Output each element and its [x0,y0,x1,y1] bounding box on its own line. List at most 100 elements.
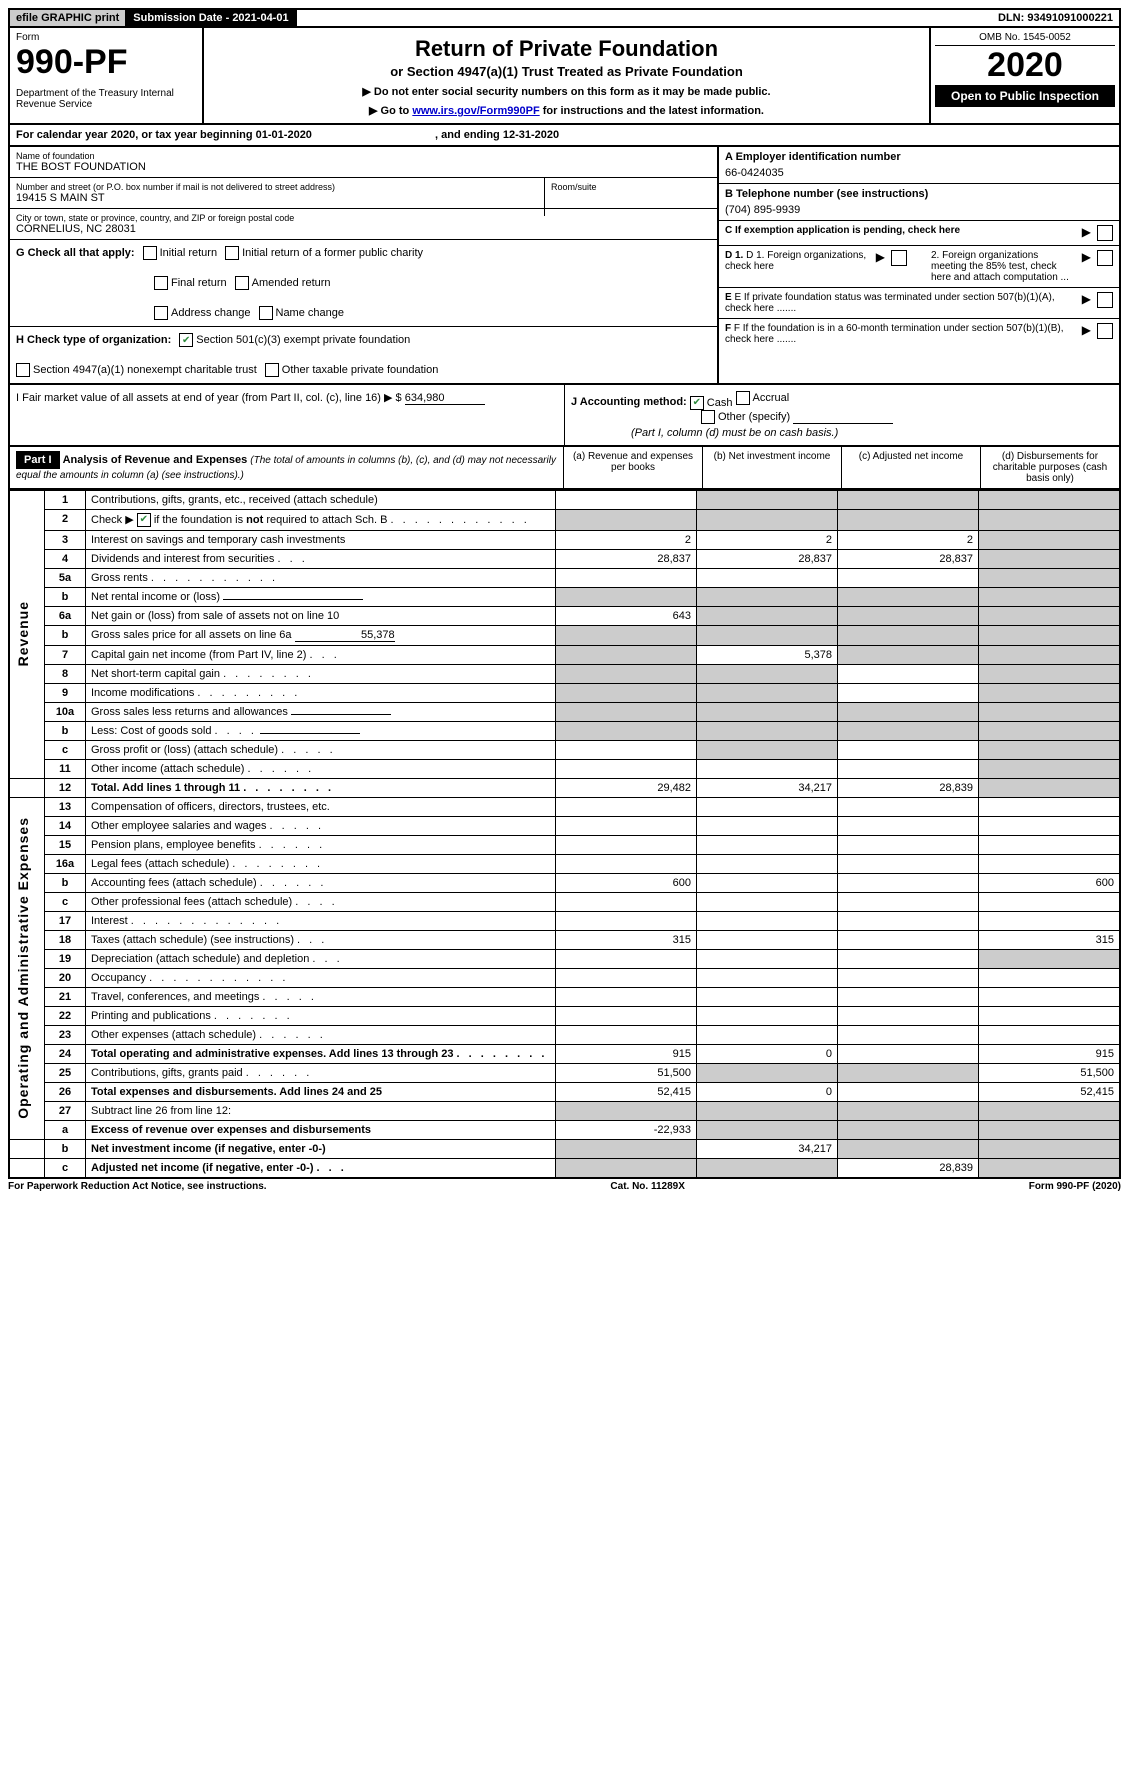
table-row: 16aLegal fees (attach schedule) . . . . … [9,854,1120,873]
note2-post: for instructions and the latest informat… [540,105,764,117]
table-row: cGross profit or (loss) (attach schedule… [9,740,1120,759]
chk-d2[interactable] [1097,250,1113,266]
table-row: 9Income modifications . . . . . . . . . [9,683,1120,702]
submission-date: Submission Date - 2021-04-01 [127,10,296,26]
chk-initial-former[interactable]: Initial return of a former public charit… [225,246,423,260]
table-row: 22Printing and publications . . . . . . … [9,1006,1120,1025]
ein-label: A Employer identification number [725,151,1113,163]
chk-name-change[interactable]: Name change [259,306,345,320]
footer-mid: Cat. No. 11289X [610,1181,684,1192]
col-a-head: (a) Revenue and expenses per books [563,447,702,488]
col-b-head: (b) Net investment income [702,447,841,488]
arrow-icon: ▶ [1082,225,1091,239]
table-row: 10aGross sales less returns and allowanc… [9,702,1120,721]
i-label: I Fair market value of all assets at end… [16,392,402,404]
form-header: Form 990-PF Department of the Treasury I… [8,28,1121,125]
table-row: 18Taxes (attach schedule) (see instructi… [9,930,1120,949]
table-row: bNet investment income (if negative, ent… [9,1139,1120,1158]
h-section: H Check type of organization: Section 50… [10,327,717,383]
chk-e[interactable] [1097,292,1113,308]
table-row: 2 Check ▶ if the foundation is not requi… [9,509,1120,530]
table-row: 4Dividends and interest from securities … [9,549,1120,568]
foundation-name: THE BOST FOUNDATION [16,161,711,173]
chk-d1[interactable] [891,250,907,266]
footer-right: Form 990-PF (2020) [1029,1181,1121,1192]
table-row: 12Total. Add lines 1 through 11 . . . . … [9,778,1120,797]
ij-row: I Fair market value of all assets at end… [8,385,1121,447]
header-note1: ▶ Do not enter social security numbers o… [210,85,923,98]
efile-print-button[interactable]: efile GRAPHIC print [10,10,127,26]
table-row: 3Interest on savings and temporary cash … [9,530,1120,549]
form-label: Form [16,32,196,43]
chk-final-return[interactable]: Final return [154,276,227,290]
dln: DLN: 93491091000221 [992,10,1119,26]
table-row: 6aNet gain or (loss) from sale of assets… [9,606,1120,625]
calendar-year-row: For calendar year 2020, or tax year begi… [8,125,1121,147]
table-row: 23Other expenses (attach schedule) . . .… [9,1025,1120,1044]
cal-mid: , and ending [435,129,503,141]
table-row: 19Depreciation (attach schedule) and dep… [9,949,1120,968]
chk-accrual[interactable]: Accrual [736,391,790,405]
dept-text: Department of the Treasury Internal Reve… [16,88,196,110]
cal-end: 12-31-2020 [503,129,559,141]
part1-badge: Part I [16,451,60,469]
table-row: cOther professional fees (attach schedul… [9,892,1120,911]
table-row: bNet rental income or (loss) [9,587,1120,606]
chk-amended[interactable]: Amended return [235,276,331,290]
table-row: 8Net short-term capital gain . . . . . .… [9,664,1120,683]
other-specify-blank [793,423,893,424]
table-row: 27Subtract line 26 from line 12: [9,1101,1120,1120]
d2-label: 2. Foreign organizations meeting the 85%… [913,250,1076,283]
omb-number: OMB No. 1545-0052 [935,32,1115,46]
chk-f[interactable] [1097,323,1113,339]
form-number: 990-PF [16,43,196,82]
chk-addr-change[interactable]: Address change [154,306,251,320]
city-label: City or town, state or province, country… [16,213,711,223]
irs-link[interactable]: www.irs.gov/Form990PF [412,105,539,117]
i-value: 634,980 [405,392,485,405]
page-footer: For Paperwork Reduction Act Notice, see … [8,1181,1121,1192]
table-row: cAdjusted net income (if negative, enter… [9,1158,1120,1178]
table-row: 26Total expenses and disbursements. Add … [9,1082,1120,1101]
city-value: CORNELIUS, NC 28031 [16,223,711,235]
expenses-vert-label: Operating and Administrative Expenses [15,817,31,1119]
footer-left: For Paperwork Reduction Act Notice, see … [8,1181,267,1192]
arrow-icon: ▶ [1082,292,1091,306]
table-row: bAccounting fees (attach schedule) . . .… [9,873,1120,892]
chk-initial-return[interactable]: Initial return [143,246,217,260]
arrow-icon: ▶ [876,250,885,264]
chk-cash[interactable]: Cash [690,396,733,410]
f-label: F F If the foundation is in a 60-month t… [725,323,1076,345]
table-row: 20Occupancy . . . . . . . . . . . . [9,968,1120,987]
arrow-icon: ▶ [1082,250,1091,264]
phone-label: B Telephone number (see instructions) [725,188,1113,200]
g-section: G Check all that apply: Initial return I… [10,240,717,327]
chk-schb[interactable] [137,513,151,527]
chk-other-taxable[interactable]: Other taxable private foundation [265,363,439,377]
top-bar: efile GRAPHIC print Submission Date - 20… [8,8,1121,28]
e-label: E E If private foundation status was ter… [725,292,1076,314]
part1-table: Revenue 1Contributions, gifts, grants, e… [8,490,1121,1179]
chk-other-method[interactable]: Other (specify) [701,410,790,424]
note2-pre: ▶ Go to [369,105,412,117]
col-c-head: (c) Adjusted net income [841,447,980,488]
chk-4947[interactable]: Section 4947(a)(1) nonexempt charitable … [16,363,257,377]
table-row: 17Interest . . . . . . . . . . . . . [9,911,1120,930]
table-row: 15Pension plans, employee benefits . . .… [9,835,1120,854]
chk-501c3[interactable]: Section 501(c)(3) exempt private foundat… [179,333,410,347]
info-grid: Name of foundation THE BOST FOUNDATION N… [8,147,1121,385]
g-label: G Check all that apply: [16,247,135,259]
cal-pre: For calendar year 2020, or tax year begi… [16,129,256,141]
table-row: 14Other employee salaries and wages . . … [9,816,1120,835]
table-row: 11Other income (attach schedule) . . . .… [9,759,1120,778]
table-row: bLess: Cost of goods sold . . . . [9,721,1120,740]
tax-year: 2020 [935,46,1115,85]
chk-c[interactable] [1097,225,1113,241]
ein-value: 66-0424035 [725,167,1113,179]
form-title: Return of Private Foundation [210,36,923,62]
revenue-vert-label: Revenue [15,601,31,666]
table-row: 5aGross rents . . . . . . . . . . . [9,568,1120,587]
j-note: (Part I, column (d) must be on cash basi… [631,427,838,439]
table-row: bGross sales price for all assets on lin… [9,625,1120,645]
arrow-icon: ▶ [1082,323,1091,337]
